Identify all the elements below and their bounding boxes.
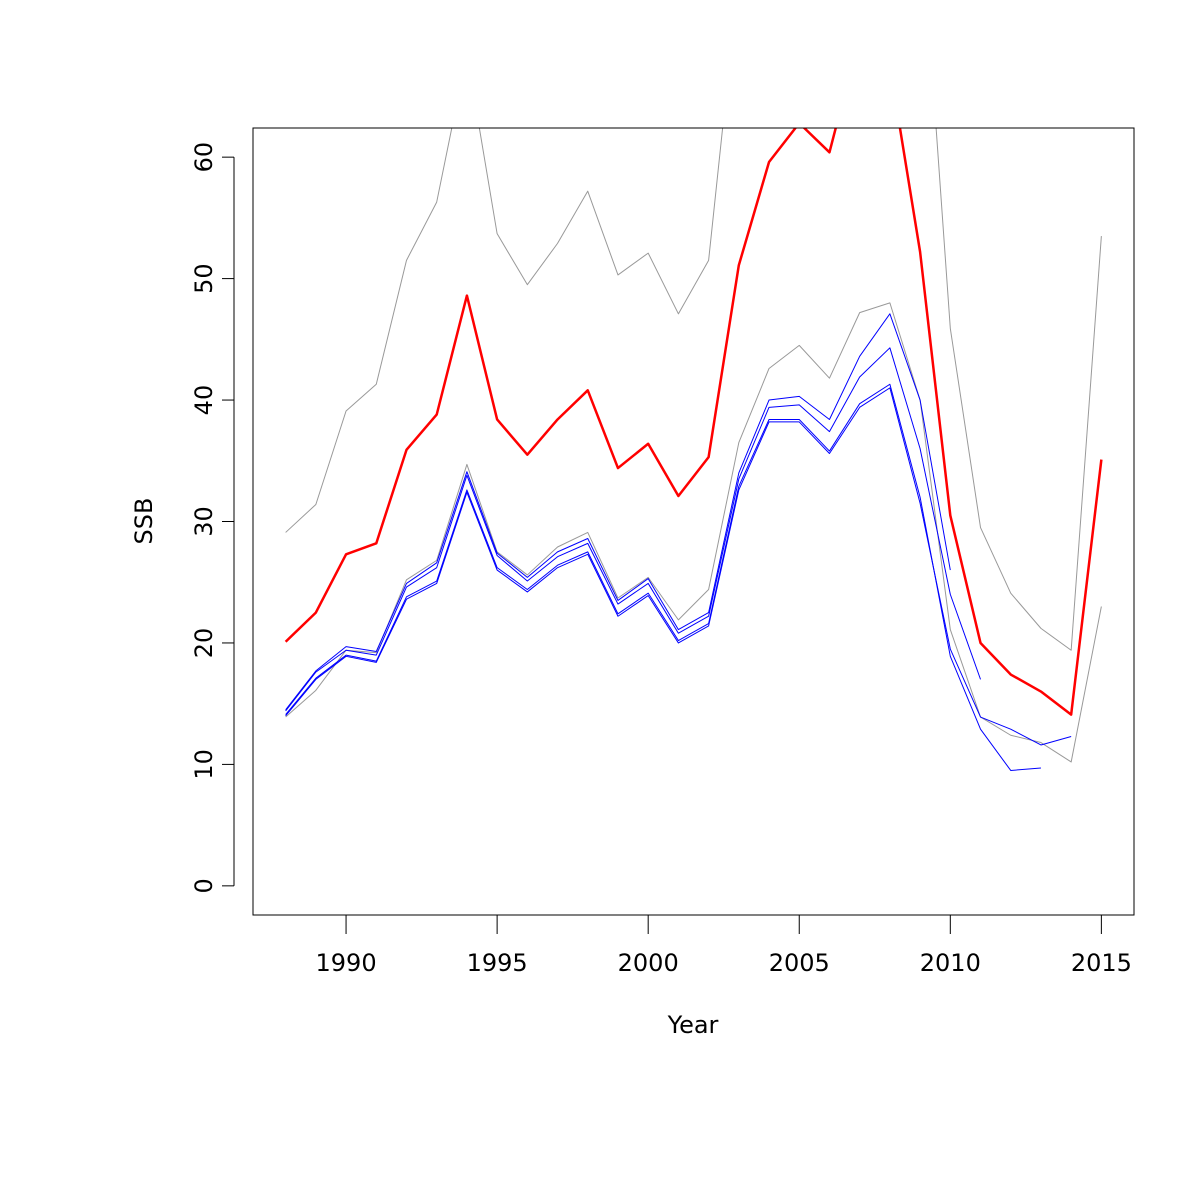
y-tick-label: 40 bbox=[190, 385, 218, 416]
series-line bbox=[285, 387, 1072, 746]
x-tick-label: 2015 bbox=[1071, 949, 1132, 977]
series-line bbox=[284, 128, 1103, 716]
series-line bbox=[285, 302, 1102, 763]
y-tick-label: 0 bbox=[190, 878, 218, 893]
x-axis-title: Year bbox=[667, 1011, 719, 1039]
y-tick-label: 20 bbox=[190, 628, 218, 659]
series-line bbox=[285, 383, 1041, 771]
x-tick-label: 1990 bbox=[316, 949, 377, 977]
y-axis-title: SSB bbox=[130, 498, 158, 545]
y-tick-label: 10 bbox=[190, 749, 218, 780]
x-tick-label: 2000 bbox=[618, 949, 679, 977]
x-tick-label: 2005 bbox=[769, 949, 830, 977]
x-tick-label: 2010 bbox=[920, 949, 981, 977]
x-tick-label: 1995 bbox=[467, 949, 528, 977]
series-line bbox=[285, 128, 1102, 651]
y-tick-label: 50 bbox=[190, 263, 218, 294]
series-line bbox=[285, 313, 951, 711]
y-tick-label: 60 bbox=[190, 142, 218, 173]
series-line bbox=[285, 347, 981, 712]
plot-lines bbox=[284, 128, 1103, 771]
y-tick-label: 30 bbox=[190, 506, 218, 537]
